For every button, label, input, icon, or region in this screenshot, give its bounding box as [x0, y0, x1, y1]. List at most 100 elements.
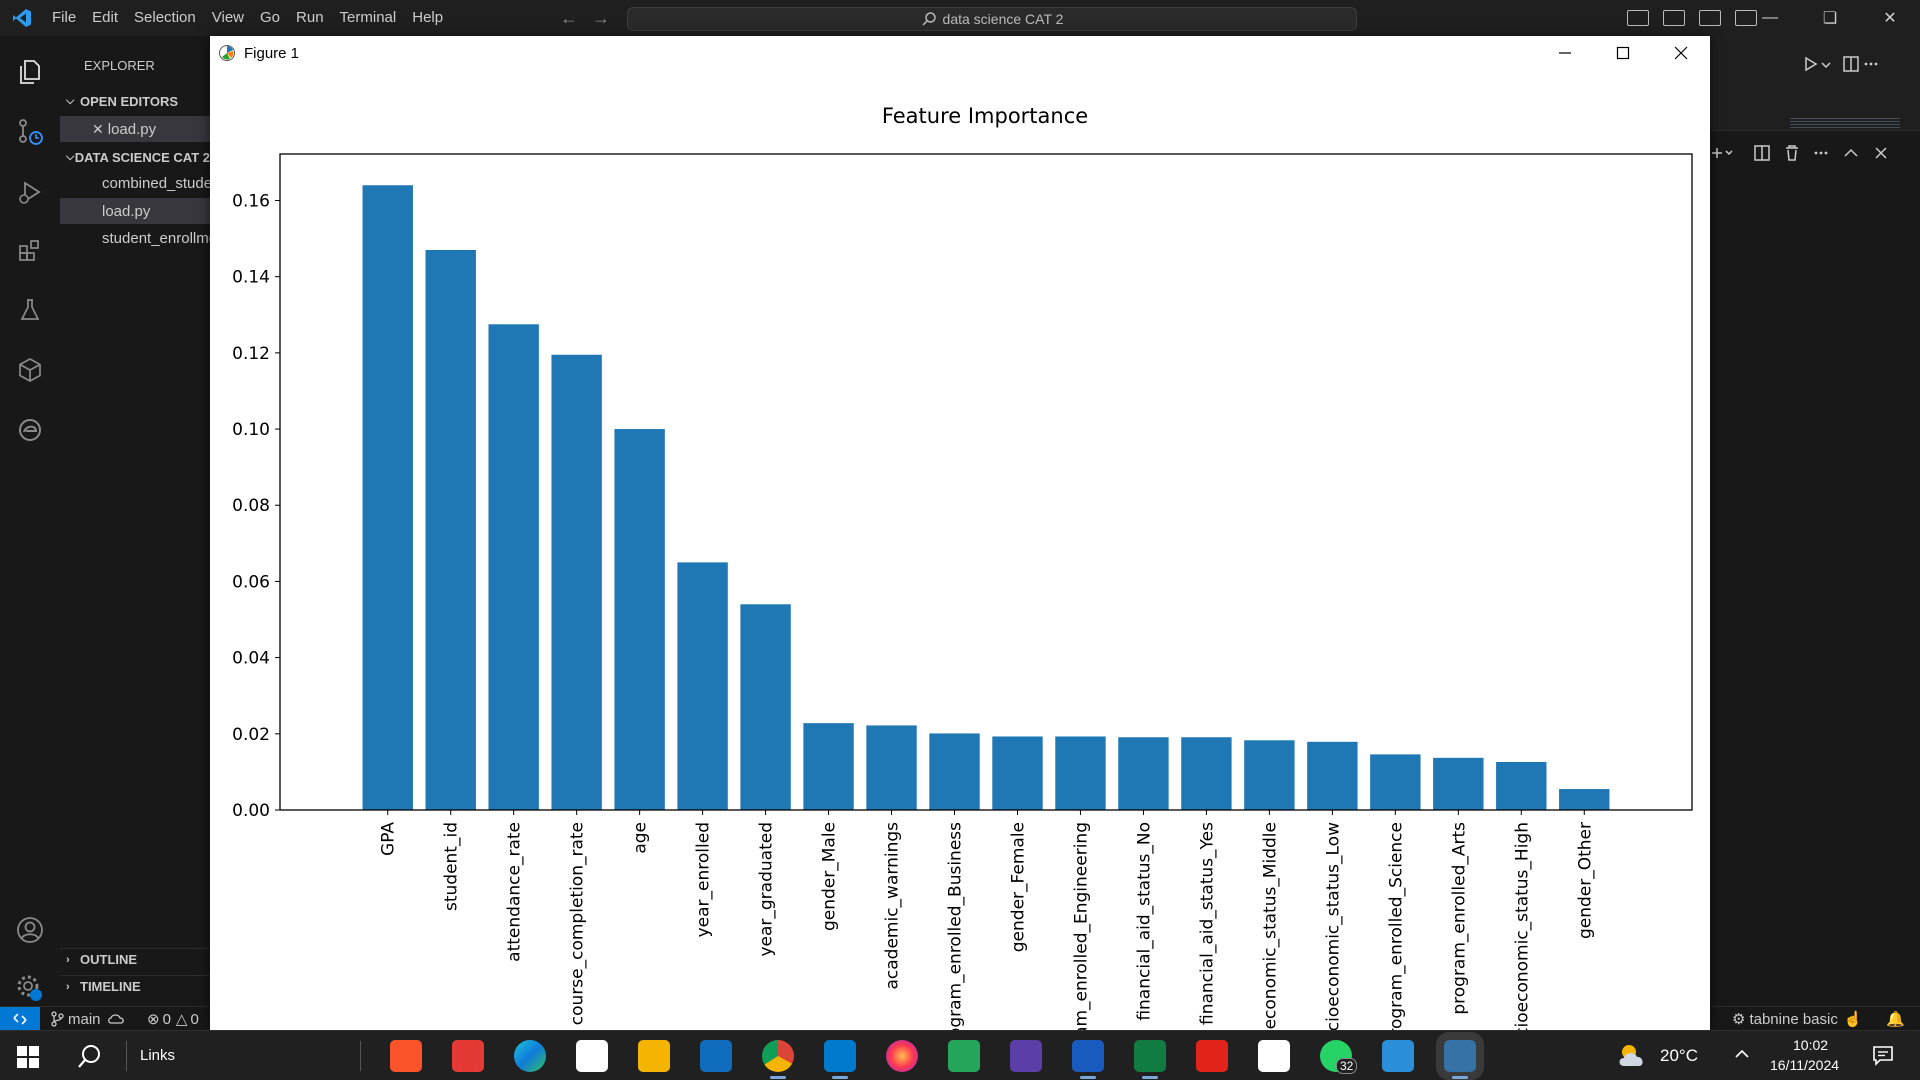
accounts-icon[interactable]: [14, 914, 46, 946]
python-figure-icon[interactable]: [1436, 1032, 1484, 1080]
toolbox-icon[interactable]: [1196, 1040, 1228, 1072]
menu-file[interactable]: File: [52, 9, 77, 26]
outline-section[interactable]: › OUTLINE: [60, 948, 210, 970]
extensions-icon[interactable]: [14, 234, 46, 266]
weather-cloud-icon[interactable]: [1616, 1041, 1652, 1074]
bar-year-enrolled: [677, 562, 728, 810]
forward-arrow-icon[interactable]: →: [592, 7, 610, 28]
manage-gear-icon[interactable]: [14, 972, 46, 1004]
microsoft-store-icon[interactable]: [576, 1040, 608, 1072]
plot-frame: [279, 153, 1693, 811]
more-actions-icon[interactable]: [1864, 62, 1868, 66]
file-item-combined-csv[interactable]: combined_student_data.csv: [102, 174, 210, 192]
bar-gender-male: [803, 723, 854, 810]
file-item-enrollment-csv[interactable]: student_enrollment.csv: [102, 229, 210, 247]
firefox-icon[interactable]: [886, 1040, 918, 1072]
panel-area: [1710, 130, 1920, 1006]
folder-section[interactable]: ⌵ DATA SCIENCE CAT 2: [66, 149, 210, 165]
containers-icon[interactable]: [14, 354, 46, 386]
problems-indicator[interactable]: ⊗ 0 △ 0: [147, 1010, 199, 1029]
chrome-browser-icon[interactable]: [762, 1040, 794, 1079]
x-tick-label: program_enrolled_Engineering: [1071, 822, 1091, 1030]
photos-icon[interactable]: [1382, 1040, 1414, 1072]
menu-selection[interactable]: Selection: [134, 9, 196, 26]
warning-icon: △: [175, 1011, 188, 1028]
bar-gender-female: [992, 736, 1043, 810]
run-file-icon[interactable]: [1805, 56, 1818, 72]
menu-run[interactable]: Run: [296, 9, 324, 26]
show-hidden-icons-chevron[interactable]: [1733, 1045, 1751, 1068]
close-panel-icon[interactable]: [1875, 147, 1887, 159]
chevron-down-icon[interactable]: [1725, 150, 1733, 156]
x-tick-label: financial_aid_status_No: [1134, 822, 1154, 1021]
links-toolbar-label[interactable]: Links: [140, 1047, 176, 1064]
y-tick-label: 0.12: [232, 344, 270, 364]
temperature-label[interactable]: 20°C: [1660, 1046, 1698, 1065]
figure-close-button[interactable]: [1652, 36, 1710, 70]
notes-app-icon[interactable]: [1258, 1040, 1290, 1072]
customize-layout-icon[interactable]: [1735, 10, 1757, 26]
d-app-icon[interactable]: [452, 1040, 484, 1072]
close-button[interactable]: ✕: [1883, 10, 1897, 27]
outlook-icon[interactable]: [700, 1040, 732, 1072]
file-item-load-py[interactable]: load.py: [60, 198, 210, 224]
toggle-secondary-sidebar-icon[interactable]: [1699, 10, 1721, 26]
maximize-panel-icon[interactable]: [1844, 148, 1858, 157]
edge-browser-icon[interactable]: [514, 1040, 546, 1072]
new-terminal-icon[interactable]: [1712, 148, 1722, 158]
git-app-icon[interactable]: [1010, 1040, 1042, 1072]
notification-center-icon[interactable]: [1872, 1044, 1894, 1071]
taskbar-search-icon[interactable]: [76, 1043, 104, 1076]
source-control-icon[interactable]: [14, 116, 46, 148]
toggle-panel-icon[interactable]: [1663, 10, 1685, 26]
activity-bar: [0, 36, 60, 1006]
figure-maximize-button[interactable]: [1594, 36, 1652, 70]
chevron-down-icon[interactable]: [1821, 62, 1831, 69]
open-editor-item[interactable]: ✕ load.py: [60, 116, 210, 142]
open-editors-section[interactable]: ⌵ OPEN EDITORS: [66, 93, 179, 109]
vscode-taskbar-icon[interactable]: [824, 1040, 856, 1079]
menu-terminal[interactable]: Terminal: [339, 9, 397, 26]
whatsapp-icon[interactable]: 32: [1320, 1040, 1358, 1074]
brave-browser-icon[interactable]: [390, 1040, 422, 1072]
tabnine-status[interactable]: ⚙ tabnine basic ☝: [1732, 1010, 1863, 1029]
tabnine-icon: ⚙: [1732, 1011, 1746, 1028]
search-icon: [922, 12, 936, 26]
remote-indicator-button[interactable]: [0, 1007, 40, 1031]
windows-start-icon[interactable]: [17, 1046, 39, 1073]
menu-edit[interactable]: Edit: [92, 9, 119, 26]
run-debug-icon[interactable]: [14, 176, 46, 208]
file-explorer-icon[interactable]: [638, 1040, 670, 1072]
minimap[interactable]: [1790, 118, 1900, 130]
word-icon[interactable]: [1072, 1040, 1104, 1079]
restore-button[interactable]: ❏: [1822, 10, 1838, 27]
x-tick-label: course_completion_rate: [568, 822, 588, 1025]
bar-year-graduated: [740, 604, 791, 810]
minimize-button[interactable]: —: [1762, 9, 1778, 26]
timeline-section[interactable]: › TIMELINE: [60, 975, 210, 997]
excel-icon[interactable]: [1134, 1040, 1166, 1079]
menu-view[interactable]: View: [211, 9, 244, 26]
error-icon: ⊗: [147, 1011, 160, 1028]
close-editor-icon[interactable]: ✕: [92, 120, 104, 137]
bar-program-enrolled-engineering: [1055, 736, 1106, 810]
trash-icon[interactable]: [1786, 145, 1798, 161]
testing-flask-icon[interactable]: [14, 294, 46, 326]
vscode-insiders-icon[interactable]: [948, 1040, 980, 1072]
more-actions-icon[interactable]: [1814, 151, 1818, 155]
edge-devtools-icon[interactable]: [14, 414, 46, 446]
menu-go[interactable]: Go: [260, 9, 281, 26]
whatsapp-badge: 32: [1336, 1058, 1358, 1074]
back-arrow-icon[interactable]: ←: [560, 7, 578, 28]
explorer-icon[interactable]: [14, 56, 46, 88]
toggle-primary-sidebar-icon[interactable]: [1627, 10, 1649, 26]
command-center-search[interactable]: data science CAT 2: [627, 7, 1357, 31]
menu-help[interactable]: Help: [412, 9, 444, 26]
hand-pointer-icon: ☝: [1843, 1011, 1863, 1028]
clock-date[interactable]: 16/11/2024: [1770, 1057, 1840, 1073]
notifications-bell-icon[interactable]: 🔔: [1886, 1011, 1905, 1028]
figure-minimize-button[interactable]: [1536, 36, 1594, 70]
clock-time[interactable]: 10:02: [1793, 1037, 1829, 1053]
remote-icon: [13, 1013, 27, 1025]
branch-indicator[interactable]: main: [50, 1007, 125, 1031]
